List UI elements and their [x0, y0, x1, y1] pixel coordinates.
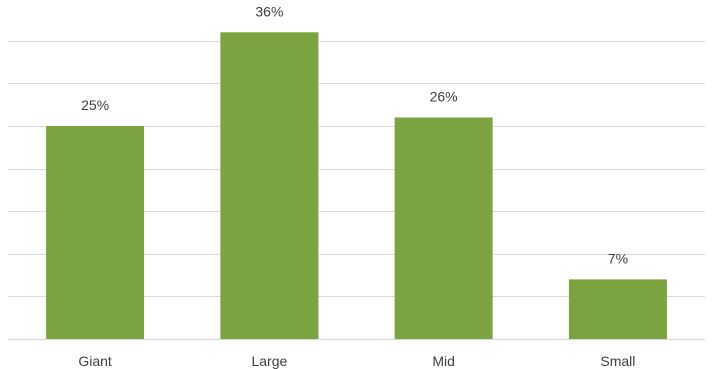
x-axis-tick-labels: Giant Large Mid Small: [78, 353, 635, 369]
bar-small: [568, 279, 667, 339]
data-label-small: 7%: [608, 250, 628, 266]
data-label-giant: 25%: [81, 97, 109, 113]
bar-mid: [394, 117, 493, 339]
bars: [46, 32, 667, 340]
x-tick-label-mid: Mid: [432, 353, 455, 369]
x-tick-label-large: Large: [251, 353, 287, 369]
x-tick-label-giant: Giant: [78, 353, 112, 369]
x-tick-label-small: Small: [600, 353, 635, 369]
data-labels: 25% 36% 26% 7%: [81, 3, 628, 266]
data-label-mid: 26%: [430, 89, 458, 105]
data-label-large: 36%: [255, 3, 283, 19]
bar-giant: [46, 126, 145, 339]
bar-large: [220, 32, 319, 340]
